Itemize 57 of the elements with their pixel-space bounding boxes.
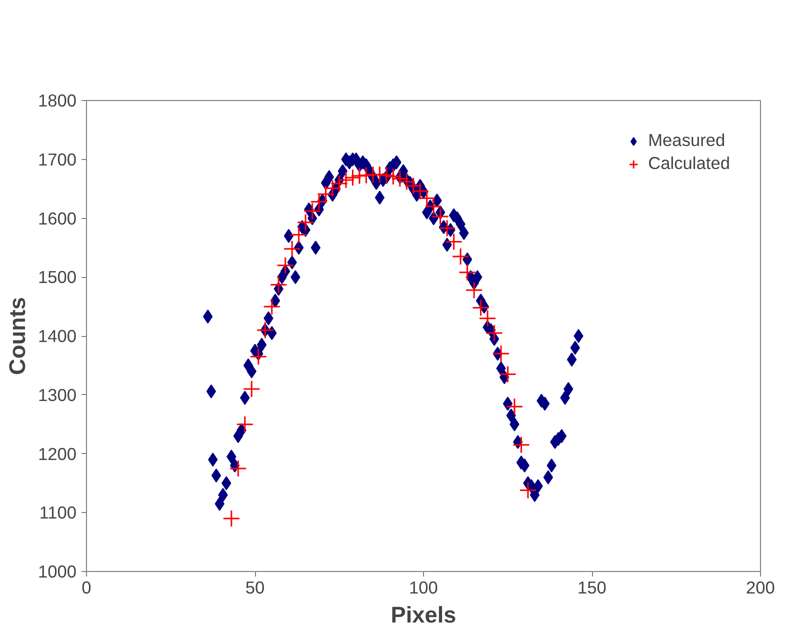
y-axis-title: Counts — [4, 296, 30, 376]
point — [330, 174, 348, 192]
point — [445, 233, 463, 251]
point — [283, 240, 301, 258]
point — [250, 348, 268, 366]
point — [499, 366, 516, 384]
point — [384, 168, 402, 186]
point — [458, 264, 476, 282]
y-tick-label: 1600 — [38, 208, 77, 228]
legend-label: Measured — [648, 130, 726, 151]
point — [344, 168, 362, 186]
y-tick-label: 1300 — [38, 384, 77, 405]
point — [424, 198, 442, 216]
point — [256, 321, 274, 339]
point — [432, 208, 450, 226]
y-tick-label: 1800 — [38, 90, 77, 110]
y-tick-label: 1400 — [38, 326, 77, 346]
point — [472, 298, 490, 316]
x-tick-label: 150 — [578, 578, 606, 598]
point — [452, 248, 470, 266]
point — [512, 436, 530, 454]
point — [270, 276, 288, 294]
point — [276, 256, 294, 274]
point — [350, 167, 368, 185]
point — [398, 172, 416, 190]
point — [418, 189, 436, 207]
point — [222, 510, 240, 528]
point — [242, 380, 260, 398]
point — [337, 171, 355, 189]
point — [290, 226, 308, 244]
x-tick-label: 200 — [746, 578, 775, 598]
y-tick-label: 1700 — [38, 149, 77, 170]
point — [263, 298, 281, 316]
x-tick-label: 0 — [82, 578, 92, 598]
point — [411, 182, 429, 200]
point — [357, 166, 375, 184]
point — [229, 460, 247, 478]
point — [236, 416, 254, 434]
point — [404, 177, 422, 195]
y-tick-label: 1000 — [38, 562, 77, 582]
legend-label: Calculated — [648, 153, 730, 174]
y-tick-label: 1200 — [38, 444, 77, 464]
point — [506, 398, 524, 416]
x-tick-label: 50 — [245, 578, 265, 598]
point — [519, 482, 537, 500]
y-tick-label: 1500 — [38, 267, 77, 288]
point — [465, 281, 483, 299]
point — [486, 324, 504, 342]
x-axis-title: Pixels — [390, 602, 456, 628]
point — [492, 344, 510, 362]
point — [370, 166, 388, 184]
point — [478, 310, 496, 328]
point — [438, 220, 456, 238]
point — [378, 166, 396, 184]
y-tick-label: 1100 — [39, 502, 77, 523]
x-tick-label: 100 — [409, 578, 438, 598]
point — [391, 170, 409, 188]
